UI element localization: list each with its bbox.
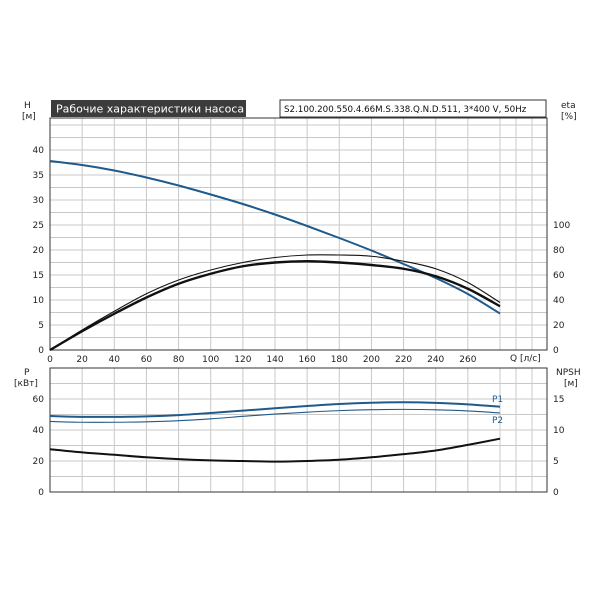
npsh-y-tick-label: 5 — [553, 457, 559, 467]
x-tick-label: 40 — [109, 355, 121, 365]
x-tick-label: 20 — [76, 355, 88, 365]
chart-title-box — [51, 100, 246, 117]
x-tick-label: 0 — [47, 355, 53, 365]
head-y-tick-label: 35 — [33, 171, 44, 181]
eta-y-tick-label: 20 — [553, 321, 565, 331]
x-tick-label: 80 — [173, 355, 185, 365]
p1-curve — [49, 401, 501, 418]
npsh-curve — [49, 437, 501, 463]
efficiency-upper-curve — [49, 254, 501, 351]
x-tick-label: 180 — [331, 355, 348, 365]
chart-subtitle: S2.100.200.550.4.66M.S.338.Q.N.D.511, 3*… — [284, 105, 527, 115]
head-plot-frame — [49, 117, 548, 351]
head-y-tick-label: 5 — [38, 321, 44, 331]
head-y-tick-label: 25 — [33, 221, 44, 231]
head-y-tick-label: 0 — [38, 346, 44, 356]
x-tick-label: 220 — [395, 355, 412, 365]
power-plot-grid — [49, 367, 547, 493]
eta-y-tick-label: 60 — [553, 271, 565, 281]
eta-y-tick-label: 0 — [553, 346, 559, 356]
power-y-tick-label: 40 — [33, 426, 45, 436]
x-tick-label: 160 — [299, 355, 316, 365]
efficiency-curve — [49, 260, 501, 352]
npsh-y-tick-label: 15 — [553, 395, 564, 405]
power-y-tick-label: 0 — [38, 488, 44, 498]
head-y-tick-label: 15 — [33, 271, 44, 281]
chart-title: Рабочие характеристики насоса — [56, 103, 244, 116]
x-axis-label: Q [л/с] — [510, 354, 541, 364]
head-y-tick-label: 20 — [33, 246, 45, 256]
p-axis-label-symbol: P — [24, 368, 30, 378]
x-tick-label: 200 — [363, 355, 380, 365]
eta-y-tick-label: 100 — [553, 221, 570, 231]
chart-subtitle-box — [279, 99, 547, 118]
power-plot-ticks: 0 20 40 60 0 5 10 15 — [33, 395, 565, 498]
y-right-label-symbol: eta — [561, 101, 576, 111]
head-y-tick-label: 10 — [33, 296, 45, 306]
x-tick-label: 100 — [202, 355, 219, 365]
head-plot-grid — [49, 118, 547, 351]
head-efficiency-plot: 0 20 40 60 80 100 120 140 160 180 200 220 240 2600510… — [22, 99, 577, 365]
p2-curve — [49, 408, 501, 423]
head-y-tick-label: 30 — [33, 196, 45, 206]
npsh-y-tick-label: 10 — [553, 426, 565, 436]
npsh-axis-label-symbol: NPSH — [556, 368, 581, 378]
power-plot-series — [49, 401, 501, 463]
x-tick-label: 240 — [427, 355, 444, 365]
eta-y-tick-label: 80 — [553, 246, 565, 256]
y-right-label-unit: [%] — [561, 112, 577, 122]
npsh-y-tick-label: 0 — [553, 488, 559, 498]
y-left-label-symbol: H — [24, 101, 31, 111]
p2-series-label: P2 — [492, 416, 503, 426]
head-plot-ticks: 0 20 40 60 80 100 120 140 160 180 200 220 240 2600510… — [33, 146, 571, 365]
p-axis-label-unit: [кВт] — [14, 379, 38, 389]
power-y-tick-label: 20 — [33, 457, 45, 467]
y-left-label-unit: [м] — [22, 112, 36, 122]
power-y-tick-label: 60 — [33, 395, 45, 405]
power-plot-frame — [49, 367, 548, 493]
x-tick-label: 120 — [234, 355, 251, 365]
head-y-tick-label: 40 — [33, 146, 45, 156]
power-npsh-plot: 0 20 40 60 0 5 10 15 P [кВт] NPSH [м] P1 P2 — [14, 367, 581, 498]
eta-y-tick-label: 40 — [553, 296, 565, 306]
x-tick-label: 60 — [141, 355, 153, 365]
x-tick-label: 260 — [459, 355, 476, 365]
x-tick-label: 140 — [266, 355, 283, 365]
p1-series-label: P1 — [492, 395, 503, 405]
head-plot-series — [49, 160, 501, 352]
npsh-axis-label-unit: [м] — [564, 379, 578, 389]
